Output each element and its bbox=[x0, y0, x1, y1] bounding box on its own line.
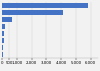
Bar bbox=[2, 45, 4, 50]
Bar bbox=[2, 3, 88, 8]
Bar bbox=[2, 38, 4, 43]
Bar bbox=[2, 17, 12, 22]
Bar bbox=[2, 31, 4, 36]
Bar bbox=[2, 10, 63, 15]
Bar bbox=[2, 52, 3, 57]
Bar bbox=[2, 24, 5, 29]
